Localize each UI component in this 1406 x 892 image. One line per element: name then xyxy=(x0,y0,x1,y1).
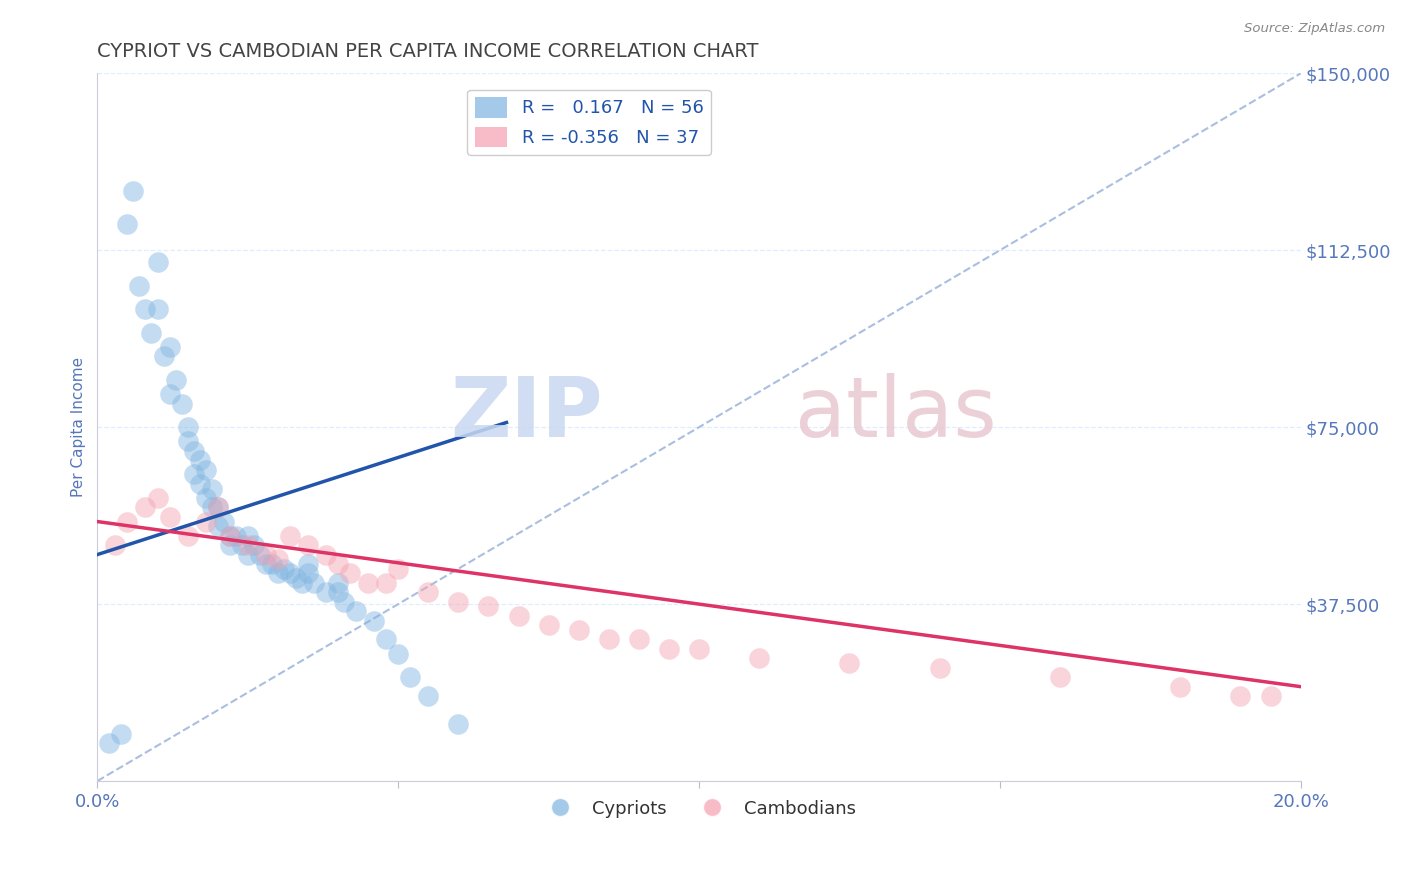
Point xyxy=(1229,689,1251,703)
Point xyxy=(194,515,217,529)
Point xyxy=(165,373,187,387)
Text: atlas: atlas xyxy=(796,373,997,453)
Point xyxy=(128,278,150,293)
Point xyxy=(207,519,229,533)
Point xyxy=(225,529,247,543)
Point xyxy=(326,585,349,599)
Point xyxy=(326,557,349,571)
Point xyxy=(176,420,198,434)
Point xyxy=(183,443,205,458)
Point xyxy=(146,302,169,317)
Point xyxy=(152,350,174,364)
Point xyxy=(207,500,229,515)
Point xyxy=(134,302,156,317)
Point xyxy=(387,647,409,661)
Point xyxy=(278,566,301,581)
Point xyxy=(1168,680,1191,694)
Point xyxy=(188,453,211,467)
Point xyxy=(297,557,319,571)
Point xyxy=(326,575,349,590)
Point xyxy=(236,538,259,552)
Point xyxy=(344,604,367,618)
Point xyxy=(375,632,398,647)
Point xyxy=(658,641,681,656)
Point xyxy=(242,538,264,552)
Point xyxy=(291,575,314,590)
Point xyxy=(477,599,499,614)
Point xyxy=(236,529,259,543)
Point xyxy=(117,218,139,232)
Point xyxy=(315,585,337,599)
Point xyxy=(297,566,319,581)
Point xyxy=(508,608,530,623)
Point xyxy=(218,529,240,543)
Point xyxy=(598,632,620,647)
Point xyxy=(201,500,224,515)
Point xyxy=(537,618,560,632)
Point xyxy=(260,557,283,571)
Point xyxy=(267,552,290,566)
Point xyxy=(183,467,205,482)
Point xyxy=(838,656,860,670)
Point xyxy=(159,509,181,524)
Text: CYPRIOT VS CAMBODIAN PER CAPITA INCOME CORRELATION CHART: CYPRIOT VS CAMBODIAN PER CAPITA INCOME C… xyxy=(97,42,759,61)
Point xyxy=(447,717,470,731)
Text: Source: ZipAtlas.com: Source: ZipAtlas.com xyxy=(1244,22,1385,36)
Point xyxy=(278,529,301,543)
Point xyxy=(207,500,229,515)
Point xyxy=(176,434,198,449)
Point xyxy=(627,632,650,647)
Point xyxy=(568,623,591,637)
Point xyxy=(159,340,181,354)
Point xyxy=(273,562,295,576)
Point xyxy=(928,661,950,675)
Point xyxy=(176,529,198,543)
Point xyxy=(110,727,132,741)
Point xyxy=(117,515,139,529)
Point xyxy=(236,548,259,562)
Point xyxy=(297,538,319,552)
Point xyxy=(748,651,770,665)
Point xyxy=(284,571,307,585)
Y-axis label: Per Capita Income: Per Capita Income xyxy=(72,357,86,497)
Point xyxy=(218,529,240,543)
Point xyxy=(170,396,193,410)
Point xyxy=(159,387,181,401)
Point xyxy=(104,538,127,552)
Point xyxy=(447,595,470,609)
Point xyxy=(315,548,337,562)
Point xyxy=(302,575,325,590)
Point xyxy=(333,595,356,609)
Point xyxy=(357,575,380,590)
Point xyxy=(218,538,240,552)
Point xyxy=(188,476,211,491)
Point xyxy=(146,491,169,505)
Point xyxy=(254,548,277,562)
Point xyxy=(387,562,409,576)
Point xyxy=(122,185,145,199)
Point xyxy=(201,482,224,496)
Point xyxy=(231,538,253,552)
Point xyxy=(146,255,169,269)
Legend: Cypriots, Cambodians: Cypriots, Cambodians xyxy=(534,793,863,825)
Point xyxy=(212,515,235,529)
Point xyxy=(267,566,290,581)
Point xyxy=(98,736,121,750)
Point xyxy=(254,557,277,571)
Point xyxy=(399,670,422,684)
Point xyxy=(249,548,271,562)
Point xyxy=(194,463,217,477)
Point xyxy=(418,689,440,703)
Point xyxy=(363,614,385,628)
Point xyxy=(1260,689,1282,703)
Point xyxy=(688,641,710,656)
Point xyxy=(375,575,398,590)
Point xyxy=(134,500,156,515)
Point xyxy=(339,566,361,581)
Text: ZIP: ZIP xyxy=(450,373,603,453)
Point xyxy=(418,585,440,599)
Point xyxy=(194,491,217,505)
Point xyxy=(141,326,163,340)
Point xyxy=(1049,670,1071,684)
